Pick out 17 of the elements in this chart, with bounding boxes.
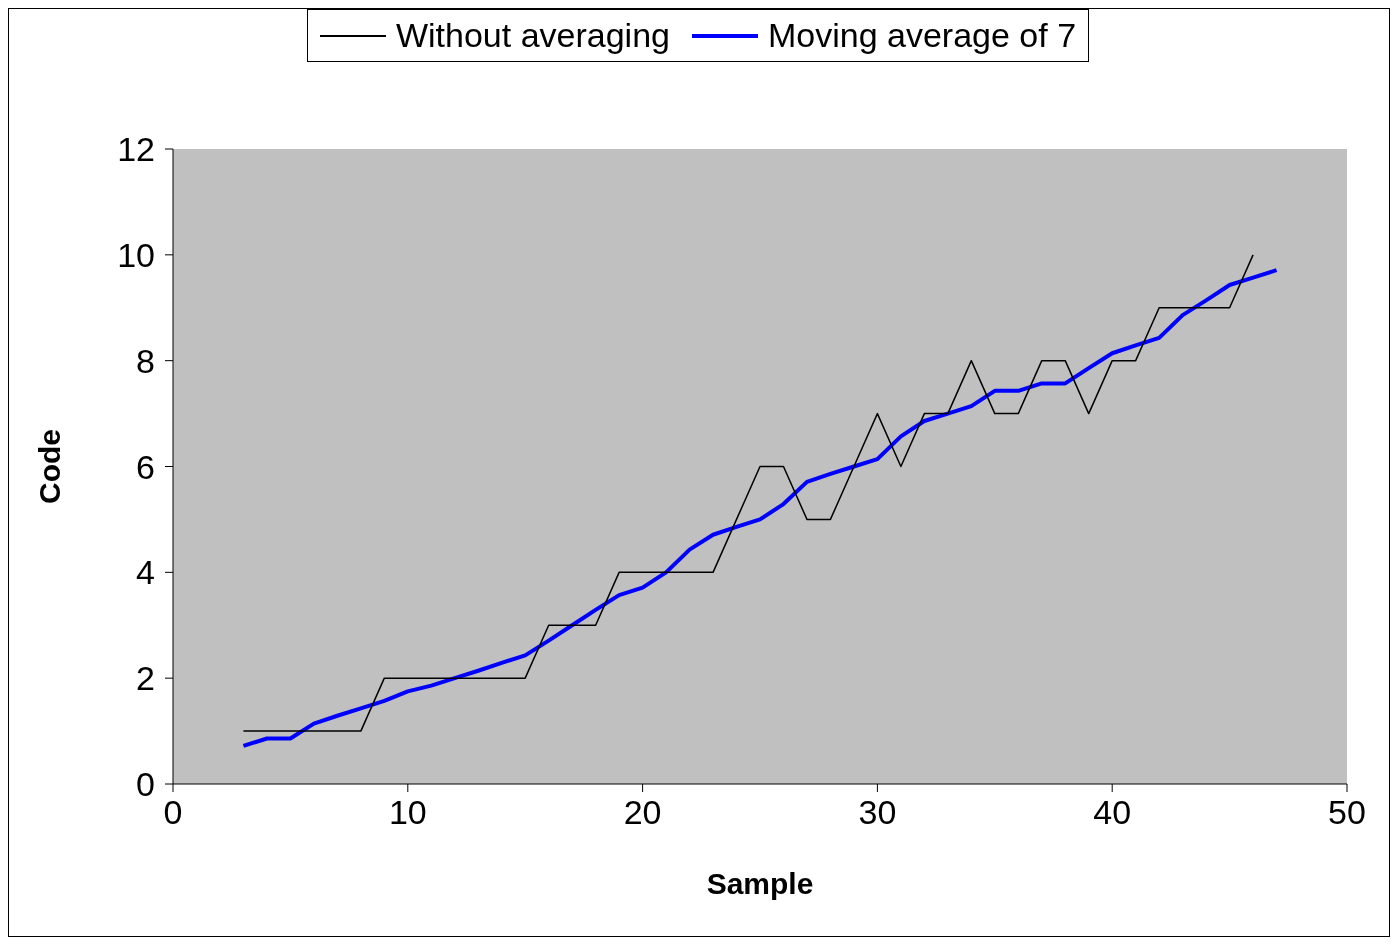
- x-tick-label: 20: [623, 793, 662, 832]
- y-axis-title: Code: [32, 429, 66, 504]
- y-tick-label: 4: [136, 553, 155, 592]
- x-tick-label: 30: [858, 793, 897, 832]
- x-tick-label: 0: [163, 793, 183, 832]
- x-tick-label: 50: [1328, 793, 1366, 832]
- y-tick-label: 10: [117, 235, 155, 274]
- x-axis-title: Sample: [706, 867, 814, 900]
- x-tick-label: 10: [388, 793, 427, 832]
- x-tick-label: 40: [1093, 793, 1132, 832]
- y-tick-label: 2: [136, 659, 155, 698]
- y-tick-label: 6: [136, 447, 155, 486]
- legend-label: Moving average of 7: [767, 16, 1077, 55]
- y-tick-label: 12: [117, 130, 155, 169]
- legend-label: Without averaging: [395, 16, 670, 55]
- y-tick-label: 0: [136, 765, 155, 804]
- y-tick-label: 8: [136, 341, 155, 380]
